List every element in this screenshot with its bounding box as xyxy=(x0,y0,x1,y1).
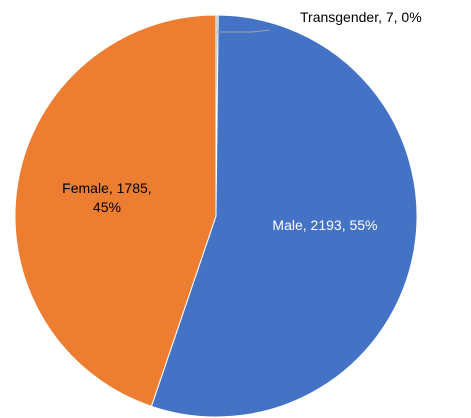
data-label: Male, 2193, 55% xyxy=(272,216,378,233)
leader-line xyxy=(217,29,271,33)
pie-slice xyxy=(14,14,217,407)
pie-slice xyxy=(150,14,418,418)
data-label: Transgender, 7, 0% xyxy=(300,9,422,25)
data-label: Female, 1785, 45% xyxy=(62,179,152,215)
